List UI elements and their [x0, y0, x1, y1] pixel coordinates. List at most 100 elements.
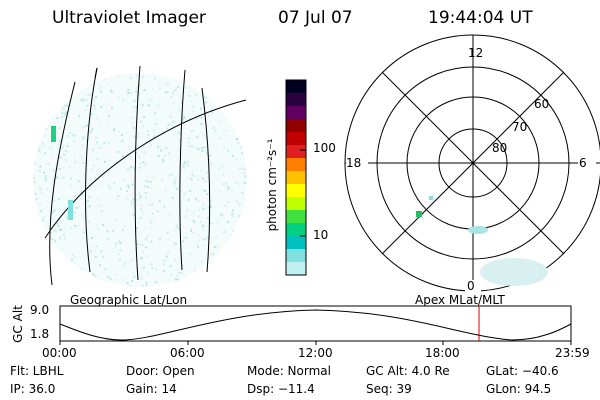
speckle-dot [51, 152, 54, 155]
colorbar-tick-label: 10 [313, 228, 329, 242]
speckle-dot [179, 200, 182, 203]
speckle-dot [138, 84, 141, 87]
speckle-dot [154, 135, 157, 138]
speckle-dot [38, 169, 41, 172]
speckle-dot [243, 212, 246, 215]
speckle-dot [241, 90, 244, 93]
speckle-dot [67, 93, 70, 96]
speckle-dot [118, 131, 121, 133]
speckle-dot [228, 270, 231, 273]
speckle-dot [144, 180, 146, 183]
speckle-dot [137, 104, 140, 106]
speckle-dot [103, 160, 106, 163]
speckle-dot [227, 150, 230, 152]
speckle-dot [218, 217, 221, 220]
speckle-dot [42, 272, 45, 275]
speckle-dot [115, 219, 118, 222]
speckle-dot [196, 78, 199, 81]
speckle-dot [94, 275, 97, 278]
speckle-dot [232, 80, 235, 83]
aurora-spot [429, 196, 433, 200]
speckle-dot [83, 125, 86, 128]
speckle-dot [41, 99, 44, 102]
speckle-dot [74, 195, 77, 198]
speckle-dot [47, 124, 50, 127]
speckle-dot [214, 174, 216, 177]
speckle-dot [126, 169, 129, 172]
speckle-dot [181, 253, 183, 256]
speckle-dot [176, 133, 179, 136]
speckle-dot [44, 152, 47, 154]
speckle-dot [38, 105, 41, 108]
speckle-dot [197, 200, 200, 202]
speckle-dot [111, 107, 113, 110]
speckle-dot [145, 281, 147, 284]
speckle-dot [57, 177, 60, 180]
speckle-dot [219, 260, 222, 263]
color-scale-segment [286, 249, 306, 263]
speckle-dot [182, 77, 184, 80]
speckle-dot [240, 264, 243, 267]
speckle-dot [93, 250, 96, 253]
speckle-dot [164, 91, 167, 94]
speckle-dot [124, 261, 127, 264]
speckle-dot [208, 284, 211, 287]
speckle-dot [243, 171, 245, 174]
speckle-dot [121, 218, 124, 221]
color-scale-segment [286, 171, 306, 185]
speckle-dot [235, 266, 238, 269]
speckle-dot [93, 234, 96, 237]
speckle-dot [37, 145, 40, 148]
speckle-dot [141, 243, 144, 246]
speckle-dot [35, 197, 38, 200]
speckle-dot [48, 74, 51, 77]
speckle-dot [190, 100, 193, 103]
color-scale-segment [286, 132, 306, 146]
speckle-dot [205, 152, 208, 155]
speckle-dot [239, 126, 242, 129]
speckle-dot [123, 179, 126, 182]
speckle-dot [199, 269, 202, 272]
speckle-dot [183, 192, 185, 195]
speckle-dot [142, 161, 145, 164]
speckle-dot [51, 107, 54, 110]
speckle-dot [111, 250, 114, 253]
speckle-dot [196, 148, 199, 151]
speckle-dot [224, 204, 227, 207]
speckle-dot [144, 238, 147, 241]
speckle-dot [139, 267, 142, 269]
speckle-dot [56, 117, 59, 119]
speckle-dot [136, 198, 139, 201]
speckle-dot [58, 208, 61, 211]
speckle-dot [109, 159, 112, 162]
speckle-dot [171, 92, 174, 95]
speckle-dot [145, 286, 148, 287]
speckle-dot [142, 284, 144, 287]
speckle-dot [44, 180, 47, 183]
color-scale [286, 80, 306, 276]
speckle-dot [146, 273, 149, 276]
speckle-dot [204, 96, 207, 99]
speckle-dot [186, 164, 189, 167]
speckle-dot [47, 140, 50, 143]
speckle-dot [198, 148, 201, 151]
speckle-dot [201, 285, 204, 287]
speckle-dot [145, 237, 148, 240]
speckle-dot [141, 211, 144, 214]
speckle-dot [68, 73, 71, 76]
aurora-oval [480, 258, 548, 286]
color-scale-segment [286, 158, 306, 172]
speckle-dot [139, 162, 142, 165]
speckle-dot [36, 112, 39, 115]
speckle-dot [34, 150, 37, 152]
speckle-dot [180, 207, 182, 210]
speckle-dot [210, 280, 213, 283]
speckle-dot [87, 205, 90, 208]
speckle-dot [80, 98, 83, 101]
speckle-dot [154, 112, 157, 115]
speckle-dot [184, 162, 187, 165]
speckle-dot [129, 284, 132, 287]
meridian-line [85, 67, 98, 273]
speckle-dot [155, 123, 158, 125]
speckle-dot [107, 184, 110, 187]
